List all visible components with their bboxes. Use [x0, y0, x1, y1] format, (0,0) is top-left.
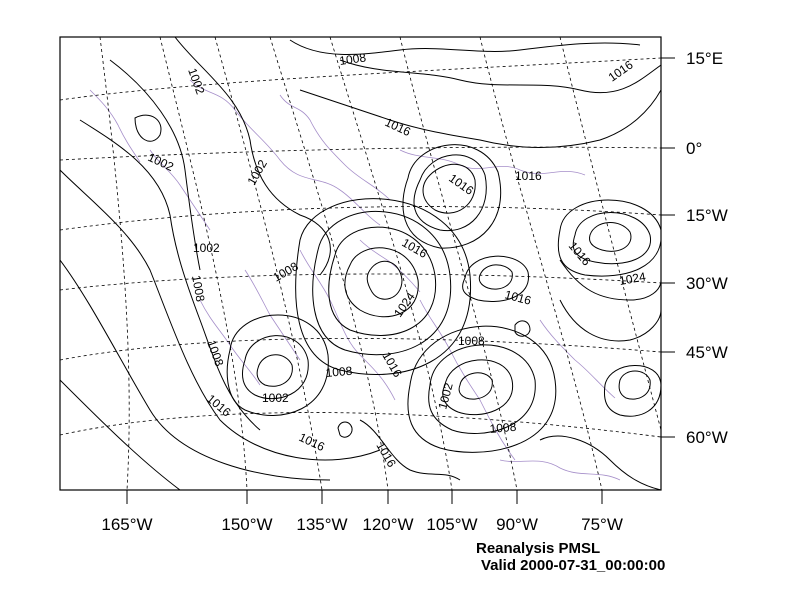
isobar-label: 1024 [618, 269, 647, 287]
isobar-label: 1016 [566, 239, 594, 269]
isobar-label: 1016 [383, 115, 413, 139]
isobar-contours [60, 37, 661, 490]
isobar-label: 1002 [435, 381, 456, 411]
lat-label-0: 0° [686, 139, 702, 158]
right-axis-ticks [661, 57, 675, 438]
isobar-label: 1002 [146, 150, 176, 174]
lon-label-135w: 135°W [296, 515, 347, 534]
isobar-labels: 1002 1008 1016 1016 1016 1002 1002 1002 … [146, 50, 647, 470]
graticule [60, 37, 661, 490]
isobar-label: 1016 [297, 430, 327, 454]
lat-label-15e: 15°E [686, 49, 723, 68]
footer-title: Reanalysis PMSL [476, 540, 601, 557]
isobar-label: 1002 [244, 157, 270, 187]
isobar-label: 1002 [262, 391, 289, 405]
isobar-label: 1008 [189, 274, 207, 303]
right-axis-labels: 15°E 0° 15°W 30°W 45°W 60°W [686, 49, 728, 447]
isobar-label: 1016 [446, 171, 476, 198]
isobar-label: 1016 [515, 169, 542, 183]
isobar-label: 1002 [193, 241, 220, 255]
lon-label-75w: 75°W [581, 515, 623, 534]
isobar-label: 1008 [338, 50, 367, 68]
lon-label-150w: 150°W [221, 515, 272, 534]
lat-label-30w: 30°W [686, 274, 728, 293]
isobar-label: 1024 [391, 290, 418, 320]
lat-label-60w: 60°W [686, 428, 728, 447]
lon-label-120w: 120°W [362, 515, 413, 534]
footer-valid-time: Valid 2000-07-31_00:00:00 [481, 557, 666, 574]
coastlines [89, 79, 621, 481]
plot-frame [59, 36, 662, 491]
isobar-label: 1002 [185, 66, 207, 96]
isobar-label: 1008 [271, 259, 301, 285]
lat-label-45w: 45°W [686, 343, 728, 362]
isobar-label: 1016 [379, 350, 405, 380]
isobar-label: 1016 [400, 235, 430, 261]
isobar-label: 1016 [373, 440, 399, 470]
isobar-label: 1008 [458, 334, 485, 348]
lon-label-105w: 105°W [426, 515, 477, 534]
lon-label-165w: 165°W [101, 515, 152, 534]
isobar-label: 1016 [503, 287, 533, 308]
isobar-label: 1008 [489, 420, 517, 436]
isobar-label: 1008 [325, 364, 353, 380]
isobar-label: 1016 [606, 57, 636, 84]
lat-label-15w: 15°W [686, 206, 728, 225]
lon-label-90w: 90°W [496, 515, 538, 534]
bottom-axis-ticks [126, 490, 603, 504]
bottom-axis-labels: 165°W 150°W 135°W 120°W 105°W 90°W 75°W [101, 515, 622, 534]
isobar-label: 1008 [204, 338, 226, 368]
